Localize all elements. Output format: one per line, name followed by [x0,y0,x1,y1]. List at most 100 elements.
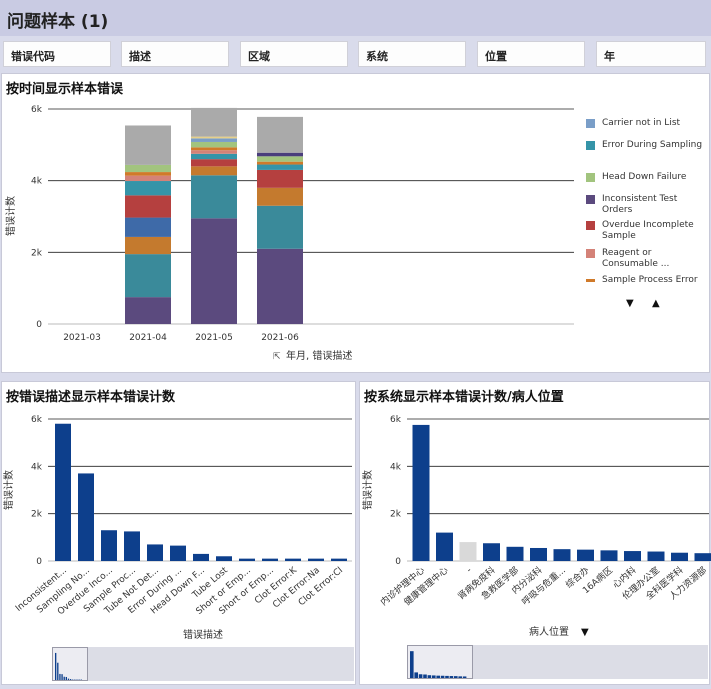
filter-location[interactable]: 位置 [477,41,585,67]
stacked-bar-segment [257,187,303,206]
stacked-bar-segment [257,116,303,153]
minimap-bar [462,676,467,678]
y-axis-label: 错误计数 [2,470,15,510]
bar [239,558,255,561]
legend-scroll-up-icon[interactable]: ▲ [652,298,660,309]
bar [216,556,232,561]
filter-region[interactable]: 区域 [240,41,348,67]
stacked-bar-segment [191,218,237,324]
stacked-bar-segment [125,175,171,182]
minimap-bar [59,673,61,680]
bar [147,544,163,561]
x-axis-label: 病人位置 [529,625,569,638]
bar [459,542,477,561]
x-tick-label: 2021-06 [261,333,299,343]
stacked-bar-segment [191,166,237,176]
stacked-bar-segment [125,164,171,173]
bar [506,546,524,561]
bar [577,549,594,561]
stacked-bar-segment [125,236,171,255]
bar [170,545,186,561]
y-axis-label: 错误计数 [4,196,17,236]
x-tick-label: 2021-04 [129,333,167,343]
legend-swatch [586,249,595,258]
bar [308,558,324,561]
y-tick-label: 6k [31,415,43,425]
filter-year[interactable]: 年 [596,41,706,67]
bar [124,531,140,561]
filter-error-code[interactable]: 错误代码 [3,41,111,67]
description-minimap [55,652,82,680]
minimap-bar [410,651,414,678]
bar [436,532,453,561]
bar [262,558,278,561]
legend-swatch [586,195,595,204]
stacked-bar-segment [257,161,303,165]
stacked-bar-segment [257,205,303,249]
stacked-bar-segment [191,141,237,148]
x-tick-label: - [465,566,474,576]
x-tick-label: 2021-05 [195,333,233,343]
y-tick-label: 4k [390,462,402,472]
stacked-bar-segment [191,175,237,219]
legend-swatch [586,141,595,150]
legend-scroll-down-icon[interactable]: ▼ [626,298,634,309]
stacked-bar-segment [125,217,171,237]
bar [694,553,711,561]
minimap-bar [65,676,67,680]
stacked-bar-segment [191,138,237,142]
minimap-bar [69,679,72,680]
bar [647,551,665,561]
time-stacked-bar-chart: 0 2k 4k 6k 错误计数 2021-03 2021-04 2021-05 2021-06 ⇱… [4,105,574,362]
stacked-bar-segment [191,159,237,167]
x-axis-label: 错误描述 [183,628,223,641]
bar [101,530,117,561]
location-chart-scrollbar[interactable] [407,645,708,679]
stacked-bar-segment [125,297,171,324]
filter-bar: 错误代码 描述 区域 系统 位置 年 [0,41,711,69]
stacked-bar-segment [257,152,303,157]
bar [285,558,301,561]
y-tick-label: 2k [31,510,43,520]
time-chart-title: 按时间显示样本错误 [6,82,124,97]
x-axis-label: 年月, 错误描述 [286,349,352,362]
stacked-bar-segment [125,254,171,298]
minimap-bar [440,675,445,678]
bar [483,543,500,561]
stacked-bar-segment [191,107,237,137]
stacked-bar-segment [125,172,171,176]
y-tick-label: 2k [390,510,402,520]
location-minimap [410,651,467,678]
y-tick-label: 4k [31,462,43,472]
y-tick-label: 0 [36,320,42,330]
description-chart-scrollbar[interactable] [52,647,354,681]
legend-label: Head Down Failure [602,172,687,182]
bar [193,553,209,561]
y-axis-label: 错误计数 [361,470,374,510]
stacked-bar-segment [257,169,303,188]
y-tick-label: 6k [390,415,402,425]
sort-dropdown-icon[interactable]: ▼ [581,627,589,638]
legend-label: Reagent or Consumable ... [602,248,670,269]
stacked-bar-segment [257,248,303,324]
legend-swatch [586,279,595,282]
minimap-bar [63,676,65,680]
bar [55,423,71,561]
bar [412,424,430,561]
location-chart-title: 按系统显示样本错误计数/病人位置 [364,390,564,405]
legend-swatch [586,221,595,230]
bar [331,558,347,561]
legend-swatch [586,119,595,128]
y-tick-label: 2k [31,248,43,258]
minimap-bar [61,674,63,680]
filter-description[interactable]: 描述 [121,41,229,67]
y-tick-label: 0 [36,557,42,567]
minimap-bar [423,674,427,678]
stacked-bar-segment [125,181,171,196]
minimap-bar [445,675,449,678]
bar [600,550,618,561]
legend-label: Overdue Incomplete Sample [602,220,694,241]
minimap-bar [55,652,57,680]
filter-system[interactable]: 系统 [358,41,466,67]
